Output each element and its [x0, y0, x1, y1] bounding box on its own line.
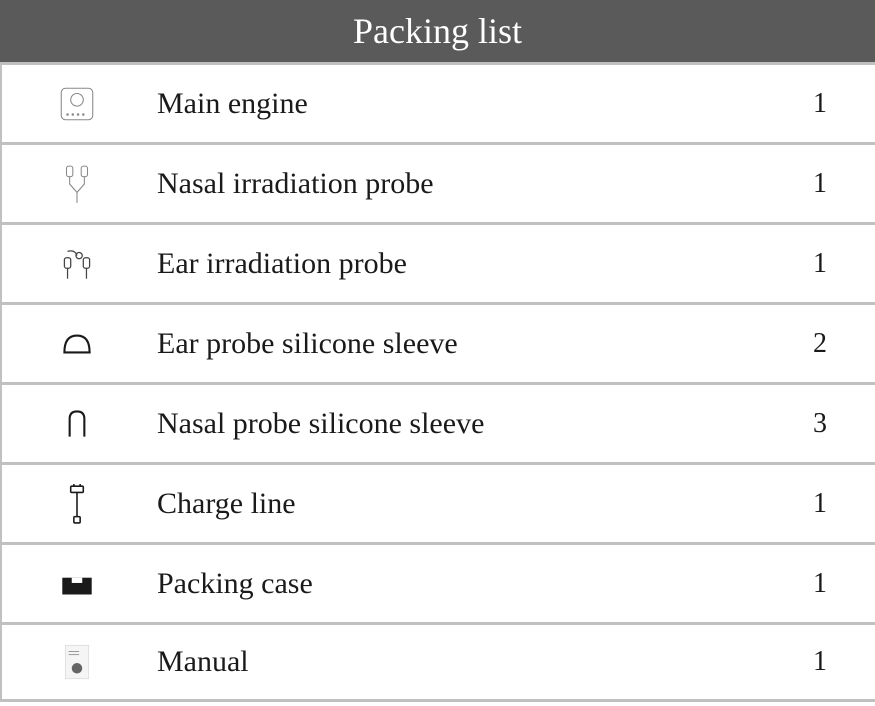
icon-cell: [2, 65, 152, 142]
item-qty: 3: [795, 408, 875, 440]
item-qty: 1: [795, 88, 875, 120]
item-label: Nasal irradiation probe: [152, 167, 795, 201]
manual-icon: [56, 641, 98, 683]
item-label: Ear irradiation probe: [152, 247, 795, 281]
icon-cell: [2, 625, 152, 699]
packing-list-table: Packing list Main engine 1: [0, 0, 875, 702]
table-row: Nasal probe silicone sleeve 3: [0, 382, 875, 462]
item-qty: 1: [795, 568, 875, 600]
icon-cell: [2, 145, 152, 222]
item-label: Charge line: [152, 487, 795, 521]
item-qty: 1: [795, 646, 875, 678]
item-qty: 1: [795, 248, 875, 280]
table-row: Packing case 1: [0, 542, 875, 622]
item-label: Nasal probe silicone sleeve: [152, 407, 795, 441]
item-label: Main engine: [152, 87, 795, 121]
table-row: Main engine 1: [0, 62, 875, 142]
table-row: Ear irradiation probe 1: [0, 222, 875, 302]
table-row: Nasal irradiation probe 1: [0, 142, 875, 222]
item-qty: 1: [795, 488, 875, 520]
icon-cell: [2, 225, 152, 302]
main-engine-icon: [56, 83, 98, 125]
table-row: Charge line 1: [0, 462, 875, 542]
nasal-sleeve-icon: [56, 403, 98, 445]
icon-cell: [2, 465, 152, 542]
icon-cell: [2, 385, 152, 462]
table-row: Ear probe silicone sleeve 2: [0, 302, 875, 382]
ear-sleeve-icon: [56, 323, 98, 365]
table-title: Packing list: [0, 0, 875, 62]
item-qty: 2: [795, 328, 875, 360]
item-label: Packing case: [152, 567, 795, 601]
icon-cell: [2, 305, 152, 382]
table-row: Manual 1: [0, 622, 875, 702]
charge-line-icon: [56, 483, 98, 525]
ear-probe-icon: [56, 243, 98, 285]
icon-cell: [2, 545, 152, 622]
item-label: Ear probe silicone sleeve: [152, 327, 795, 361]
nasal-probe-icon: [56, 163, 98, 205]
item-qty: 1: [795, 168, 875, 200]
item-label: Manual: [152, 645, 795, 679]
packing-case-icon: [56, 563, 98, 605]
